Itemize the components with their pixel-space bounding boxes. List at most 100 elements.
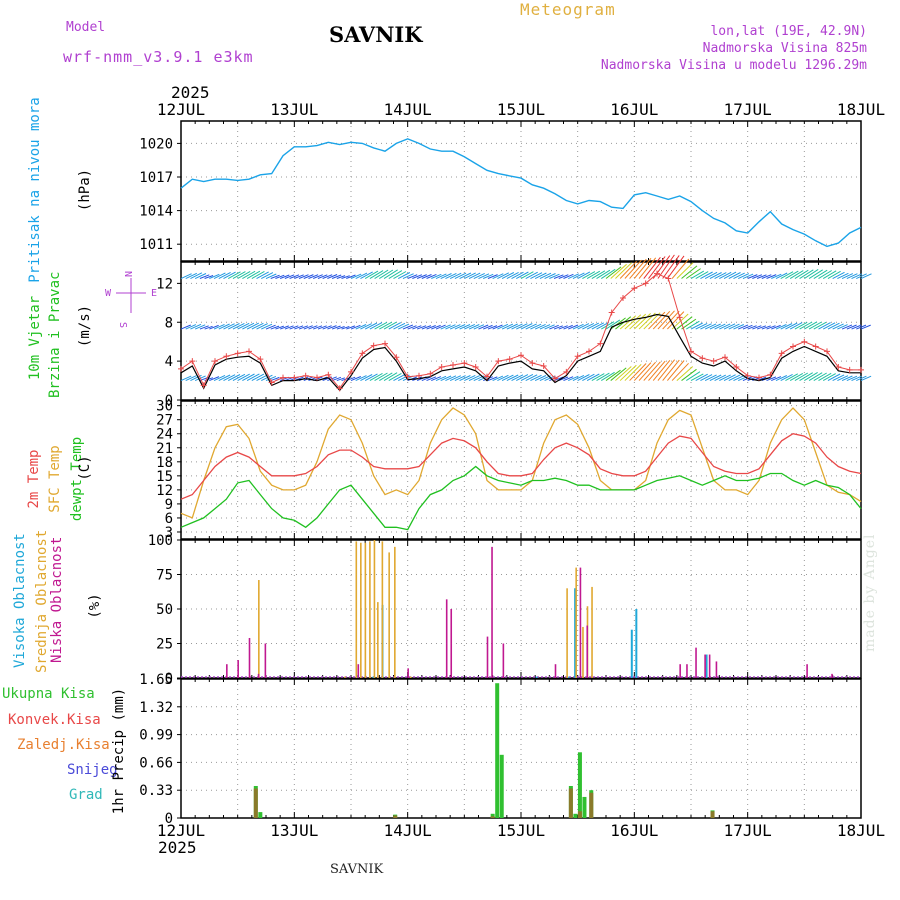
wind-barb [322, 274, 333, 279]
gust-marker [858, 366, 864, 373]
wind-barb [591, 270, 606, 279]
ytick-label: 1.65 [139, 672, 173, 688]
date-label-bottom: 14JUL [384, 821, 432, 840]
wind-barb [648, 360, 666, 381]
wind-barb [582, 373, 595, 382]
wind-barb [270, 274, 280, 279]
wind-barb [402, 324, 413, 330]
wind-barb [331, 274, 342, 279]
gust-marker [404, 373, 411, 380]
wind-barb [492, 375, 504, 382]
gust-marker [552, 375, 558, 382]
wind-barb [719, 323, 731, 330]
wind-barb [686, 320, 700, 330]
wind-barb [265, 324, 276, 330]
wind-barb [445, 375, 457, 382]
wind-barb [671, 313, 689, 330]
gust-marker [608, 309, 615, 316]
wind-barb [209, 376, 220, 382]
wind-barb [596, 321, 610, 330]
wind-barb [355, 375, 367, 382]
gust-marker [676, 314, 683, 321]
wind-barb [379, 372, 393, 381]
wind-barb [832, 374, 845, 382]
precip-total-bar [258, 812, 263, 818]
gust-marker [178, 365, 184, 372]
wind-barb [483, 324, 493, 330]
wind-barb [511, 374, 524, 382]
gust-marker [461, 360, 468, 367]
wind-barb [412, 274, 423, 279]
wind-barb [582, 322, 595, 330]
wind-barb [822, 322, 836, 330]
wind-barb [473, 272, 485, 279]
wind-barb [237, 373, 250, 382]
wind-barb [633, 362, 652, 381]
wind-barb [341, 326, 350, 330]
wind-barb [714, 272, 727, 279]
wind-barb [516, 374, 529, 382]
gust-marker [234, 350, 241, 357]
ytick-label: 12 [156, 276, 173, 292]
wind-barb [364, 373, 378, 382]
wind-barb [813, 321, 827, 330]
wind-barb [223, 323, 235, 330]
wind-barb [822, 373, 836, 381]
wind-barb [544, 324, 555, 330]
wind-barb [261, 323, 273, 330]
wind-barb [346, 274, 356, 279]
wind-barb [610, 317, 626, 330]
wind-barb [709, 374, 722, 382]
gust-marker [291, 374, 298, 381]
wind-barb [771, 273, 782, 279]
wind-barb [308, 274, 319, 279]
wind-barb [690, 322, 703, 330]
wind-barb [440, 273, 452, 279]
wind-barb [657, 359, 675, 381]
wind-barb [733, 324, 745, 330]
date-label-top: 18JUL [837, 100, 885, 119]
wind-barb [761, 274, 772, 279]
wind-barb [497, 323, 509, 330]
wind-barb [709, 323, 721, 330]
wind-barb [246, 373, 260, 382]
wind-barb [747, 274, 758, 279]
wind-barb [681, 318, 697, 330]
wind-barb [775, 375, 788, 382]
wind-barb [681, 368, 697, 381]
wind-barb [553, 274, 564, 279]
ytick-label: 0 [165, 393, 173, 409]
ytick-label: 30 [156, 399, 173, 415]
date-label-top: 13JUL [270, 100, 318, 119]
wind-barb [851, 324, 862, 330]
wind-barb [350, 376, 361, 382]
wind-barb [577, 323, 590, 330]
wind-barb [294, 325, 304, 330]
wind-barb [643, 361, 661, 381]
wind-barb [185, 272, 198, 279]
wind-barb [667, 360, 685, 381]
ytick-label: 6 [165, 511, 173, 527]
wind-barb [766, 274, 777, 279]
wind-barb [506, 374, 519, 382]
wind-barb [832, 323, 844, 330]
wind-barb [331, 325, 341, 330]
panel-frame [180, 261, 862, 401]
wind-barb [402, 273, 414, 279]
wind-barb [379, 269, 394, 279]
gust-marker [597, 340, 604, 347]
wind-barb [289, 325, 299, 330]
precip-conv-bar [577, 811, 582, 818]
wind-barb [369, 372, 383, 381]
wind-barb [355, 324, 367, 330]
wind-barb [421, 325, 432, 330]
wind-barb [549, 273, 560, 279]
wind-barb [506, 271, 519, 279]
wind-barb [180, 273, 192, 279]
wind-barb [638, 361, 656, 381]
wind-barb [624, 314, 642, 330]
wind-barb [431, 273, 442, 279]
wind-barb [298, 325, 309, 330]
wind-barb [643, 256, 661, 279]
